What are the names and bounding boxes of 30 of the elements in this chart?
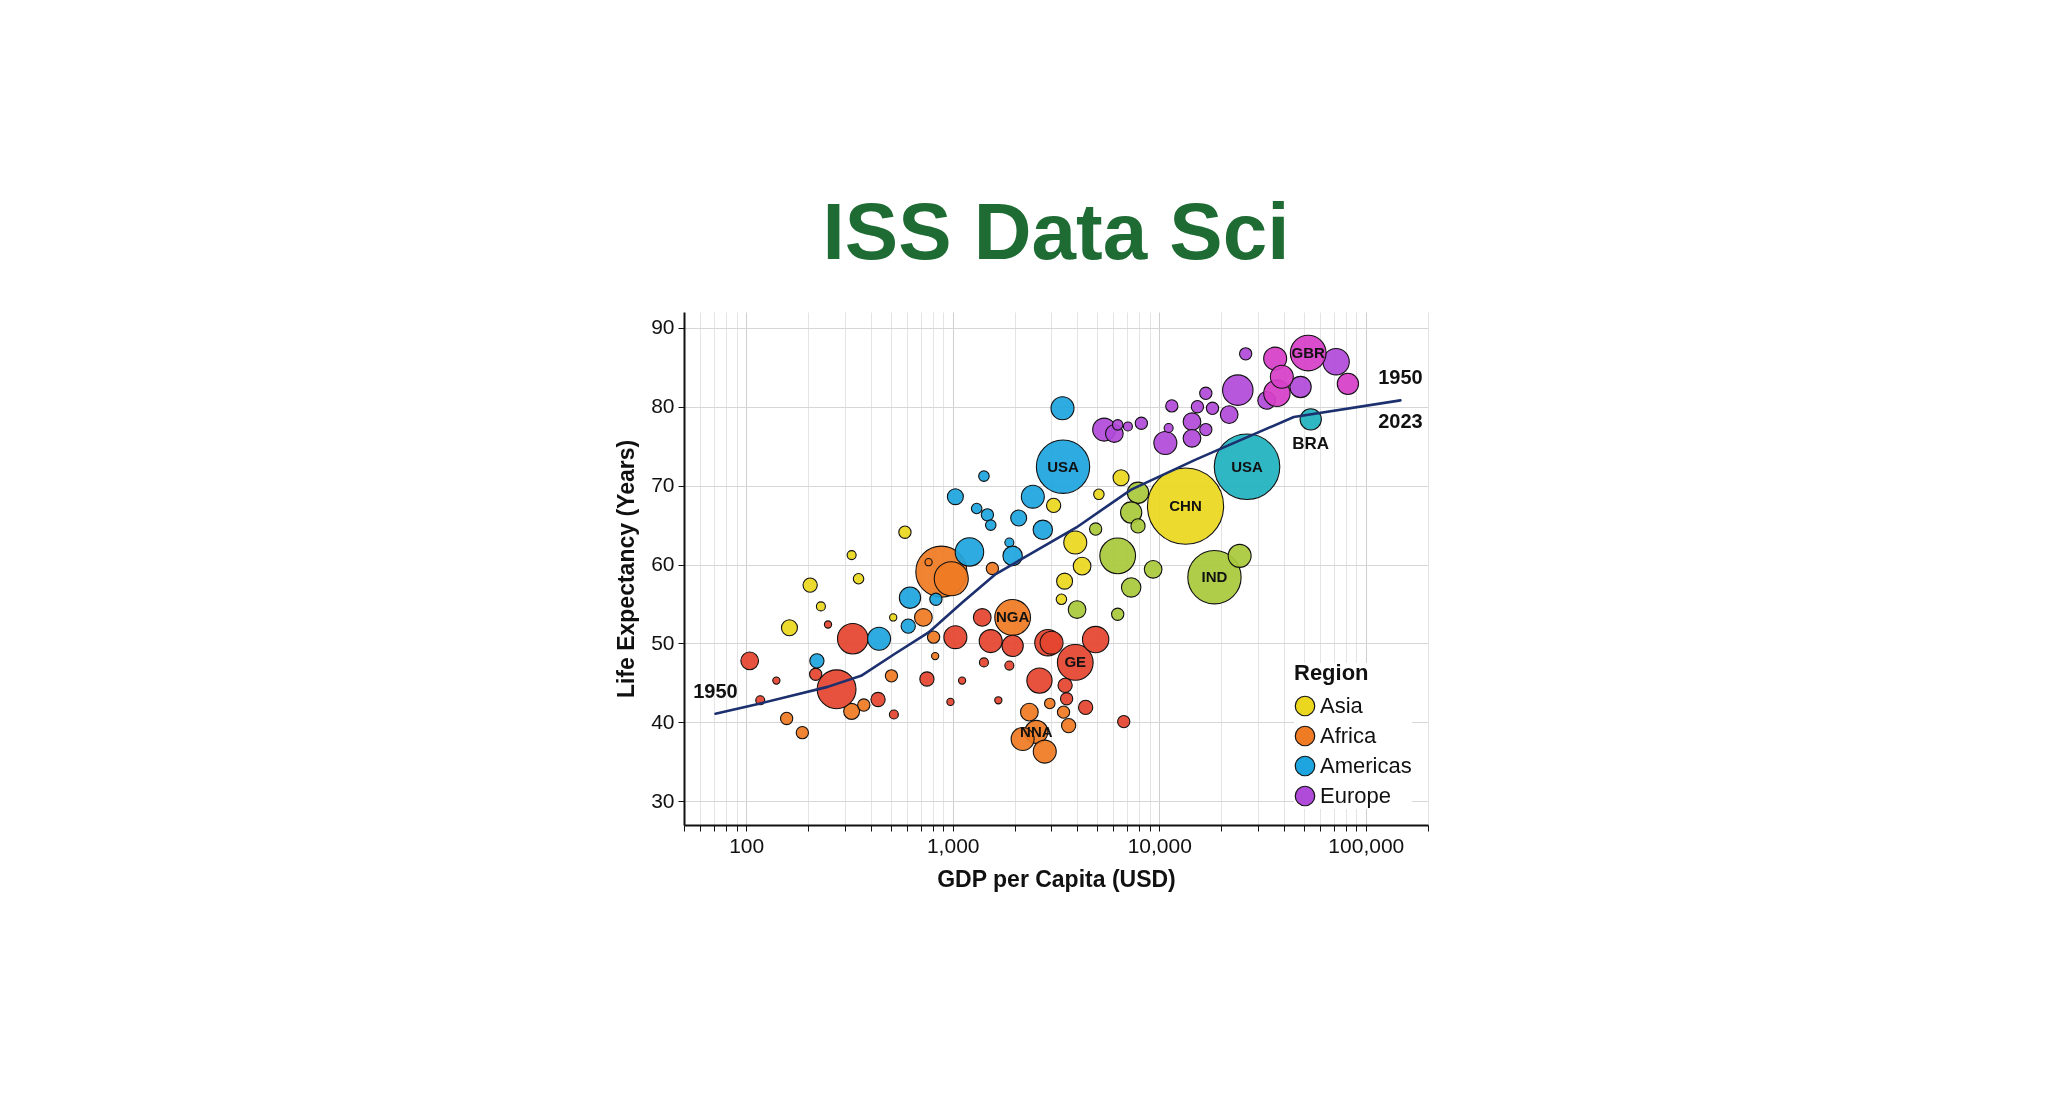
legend-label: Europe	[1320, 783, 1391, 808]
legend-label: Africa	[1320, 723, 1377, 748]
x-tick-label: 100,000	[1328, 833, 1405, 857]
annotation: USA	[1231, 457, 1264, 475]
annotation: USA	[1047, 457, 1080, 475]
annotation: BRA	[1292, 434, 1330, 454]
y-tick-label: 70	[651, 473, 675, 497]
y-tick-label: 60	[651, 552, 675, 576]
annotation: NGA	[995, 608, 1030, 626]
x-tick-label: 10,000	[1127, 833, 1192, 857]
y-tick-label: 30	[651, 788, 675, 812]
legend-title: Region	[1294, 660, 1369, 685]
annotation: 1950	[1378, 366, 1423, 389]
x-axis-title: GDP per Capita (USD)	[937, 865, 1176, 892]
y-tick-label: 50	[651, 630, 675, 654]
legend-label: Americas	[1320, 753, 1412, 778]
annotation: IND	[1201, 568, 1228, 586]
annotation: 1950	[693, 679, 738, 702]
x-tick-label: 100	[729, 833, 765, 857]
y-tick-label: 90	[651, 315, 675, 339]
y-axis-title: Life Expectancy (Years)	[613, 439, 640, 699]
annotation: GE	[1064, 653, 1087, 671]
legend-label: Asia	[1320, 693, 1364, 718]
annotation: GBR	[1291, 344, 1326, 362]
annotation: 2023	[1378, 410, 1423, 433]
annotation: CHN	[1169, 497, 1202, 515]
y-tick-label: 40	[651, 709, 675, 733]
x-tick-label: 1,000	[926, 833, 980, 857]
chart-title: ISS Data Sci	[822, 187, 1290, 276]
y-tick-label: 80	[651, 394, 675, 418]
